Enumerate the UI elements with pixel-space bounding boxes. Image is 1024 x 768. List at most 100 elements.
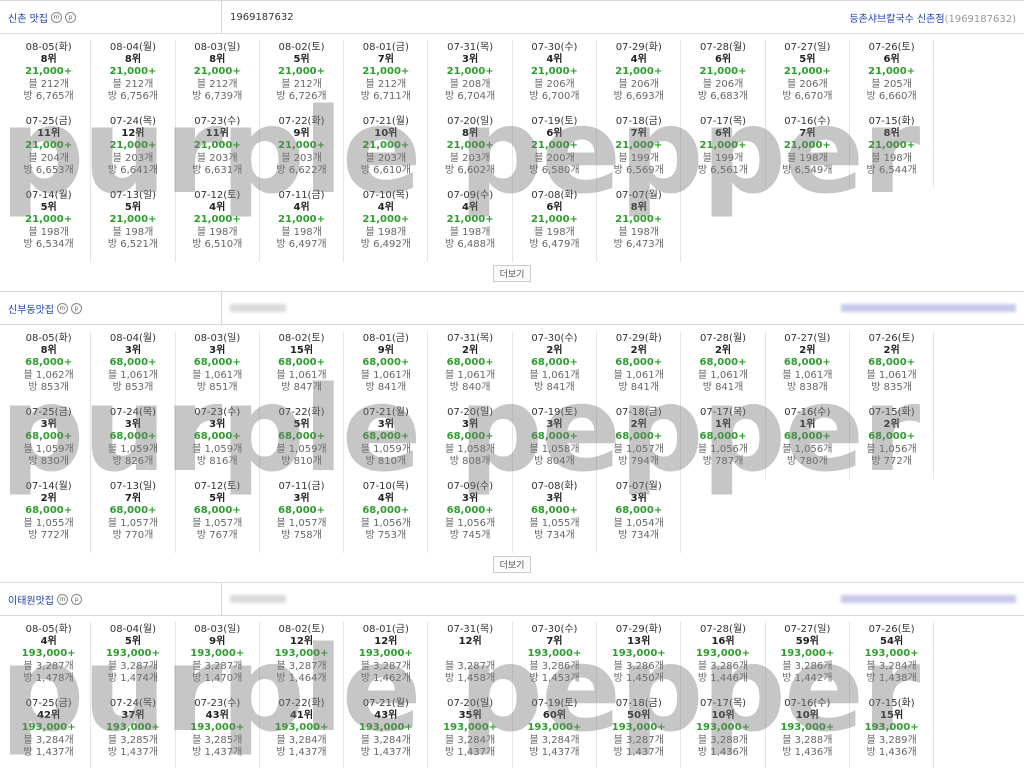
rank-cell: 07-08(화) 3위 68,000+ 블 1,055개 방 734개 [513, 479, 598, 553]
cell-rank: 11위 [37, 128, 61, 140]
cell-visit-count: 방 6,756개 [107, 90, 159, 102]
keyword-link[interactable]: 신촌 맛집 [8, 13, 48, 25]
keyword-link[interactable]: 신부동맛집 [8, 304, 54, 316]
cell-date: 07-27(일) [784, 333, 831, 344]
keyword-cell: 신촌 맛집 m p [0, 1, 222, 33]
cell-rank: 3위 [293, 493, 310, 505]
cell-visit-count: 방 6,521개 [107, 238, 159, 250]
more-button[interactable]: 더보기 [492, 556, 532, 573]
rank-cell: 07-22(화) 5위 68,000+ 블 1,059개 방 810개 [260, 405, 345, 479]
section-header: 이태원맛집 m p [0, 582, 1024, 616]
cell-visit-count: 방 6,641개 [107, 164, 159, 176]
cell-date: 07-18(금) [615, 407, 662, 418]
cell-rank: 12위 [374, 636, 398, 648]
cell-visit-count: 방 745개 [449, 529, 491, 541]
cell-blog-count: 블 198개 [112, 226, 154, 238]
redacted-store-name [841, 304, 1016, 312]
cell-visit-count: 방 772개 [871, 455, 912, 467]
cell-blog-count: 블 3,287개 [360, 660, 411, 672]
cell-visit-count: 방 838개 [786, 381, 828, 393]
cell-blog-count: 블 208개 [449, 78, 491, 90]
cell-blog-count: 블 1,061개 [529, 369, 580, 381]
cell-price: 68,000+ [193, 357, 241, 369]
cell-visit-count: 방 6,580개 [529, 164, 580, 176]
cell-blog-count: 블 3,289개 [866, 734, 917, 746]
cell-blog-count: 블 1,055개 [23, 517, 74, 529]
cell-blog-count: 블 1,057개 [613, 443, 664, 455]
cell-date: 08-03(일) [194, 333, 241, 344]
rank-cell: 07-17(목) 6위 21,000+ 블 199개 방 6,561개 [681, 114, 766, 188]
cell-visit-count: 방 6,631개 [192, 164, 243, 176]
rank-cell: 08-03(일) 3위 68,000+ 블 1,061개 방 851개 [176, 331, 260, 405]
cell-price: 68,000+ [109, 357, 157, 369]
rank-cell: 07-12(토) 4위 21,000+ 블 198개 방 6,510개 [176, 188, 260, 262]
rank-cell: 07-14(월) 5위 21,000+ 블 198개 방 6,534개 [7, 188, 92, 262]
cell-visit-count: 방 1,437개 [613, 746, 664, 758]
cell-visit-count: 방 841개 [618, 381, 660, 393]
cell-rank: 1위 [714, 419, 732, 431]
cell-rank: 6위 [714, 128, 732, 140]
cell-price: 193,000+ [864, 648, 919, 660]
cell-price: 68,000+ [109, 431, 157, 443]
cell-date: 07-22(화) [278, 698, 325, 709]
cell-date: 07-24(목) [109, 698, 156, 709]
cell-price: 68,000+ [615, 431, 663, 443]
more-button[interactable]: 더보기 [492, 265, 532, 282]
cell-date: 07-20(일) [447, 407, 494, 418]
keyword-link[interactable]: 이태원맛집 [8, 595, 54, 607]
cell-date: 07-21(월) [362, 116, 409, 127]
cell-blog-count: 블 1,059개 [276, 443, 327, 455]
cell-rank: 5위 [293, 419, 310, 431]
cell-visit-count: 방 6,569개 [613, 164, 664, 176]
cell-price: 21,000+ [193, 140, 241, 152]
cell-blog-count: 블 198개 [28, 226, 69, 238]
rank-cell: 08-05(화) 8위 68,000+ 블 1,062개 방 853개 [7, 331, 92, 405]
cell-price: 193,000+ [527, 722, 582, 734]
cell-rank: 12위 [458, 636, 482, 648]
cell-rank: 43위 [374, 710, 398, 722]
rank-cell: 07-29(화) 2위 68,000+ 블 1,061개 방 841개 [597, 331, 682, 405]
cell-blog-count: 블 1,055개 [529, 517, 580, 529]
cell-rank: 7위 [124, 493, 142, 505]
cell-blog-count: 블 1,059개 [192, 443, 243, 455]
cell-rank: 5위 [124, 202, 142, 214]
cell-blog-count: 블 1,057개 [276, 517, 327, 529]
cell-rank: 10위 [374, 128, 398, 140]
cell-rank: 6위 [546, 128, 563, 140]
cell-blog-count: 블 1,058개 [445, 443, 496, 455]
cell-rank: 2위 [883, 419, 900, 431]
cell-blog-count: 블 3,286개 [782, 660, 833, 672]
cell-rank: 4위 [546, 54, 563, 66]
cell-rank: 8위 [462, 128, 479, 140]
cell-rank: 6위 [883, 54, 900, 66]
cell-rank: 5위 [293, 54, 310, 66]
rank-cell: 07-17(목) 1위 68,000+ 블 1,056개 방 787개 [681, 405, 766, 479]
rank-cell: 07-11(금) 4위 21,000+ 블 198개 방 6,497개 [260, 188, 345, 262]
cell-price: 193,000+ [190, 722, 245, 734]
cell-blog-count: 블 1,061개 [192, 369, 243, 381]
cell-visit-count: 방 6,670개 [782, 90, 833, 102]
cell-rank: 3위 [209, 345, 226, 357]
cell-date: 07-23(수) [194, 698, 241, 709]
cell-blog-count: 블 1,057개 [192, 517, 243, 529]
cell-blog-count: 블 1,062개 [23, 369, 74, 381]
cell-blog-count: 블 198개 [534, 226, 575, 238]
cell-rank: 10위 [795, 710, 819, 722]
rank-cell: 07-11(금) 3위 68,000+ 블 1,057개 방 758개 [260, 479, 345, 553]
rank-cell: 07-31(목) 3위 21,000+ 블 208개 방 6,704개 [428, 40, 513, 114]
cell-price: 21,000+ [783, 140, 831, 152]
cell-visit-count: 방 6,610개 [360, 164, 411, 176]
cell-date: 07-31(목) [447, 624, 494, 635]
cell-date: 07-25(금) [25, 698, 72, 709]
rank-cell: 07-25(금) 42위 193,000+ 블 3,284개 방 1,437개 [7, 696, 92, 768]
cell-visit-count: 방 6,704개 [445, 90, 496, 102]
cell-date: 07-24(목) [109, 407, 156, 418]
cell-price: 21,000+ [109, 66, 157, 78]
rank-cell: 08-03(일) 8위 21,000+ 블 212개 방 6,739개 [176, 40, 260, 114]
store-name-link[interactable]: 등촌샤브칼국수 신촌점 [849, 13, 945, 25]
cell-price: 21,000+ [362, 140, 410, 152]
cell-price: 193,000+ [105, 648, 160, 660]
rank-cell: 07-16(수) 7위 21,000+ 블 198개 방 6,549개 [766, 114, 850, 188]
cell-rank: 13위 [627, 636, 651, 648]
cell-visit-count: 방 6,561개 [697, 164, 749, 176]
